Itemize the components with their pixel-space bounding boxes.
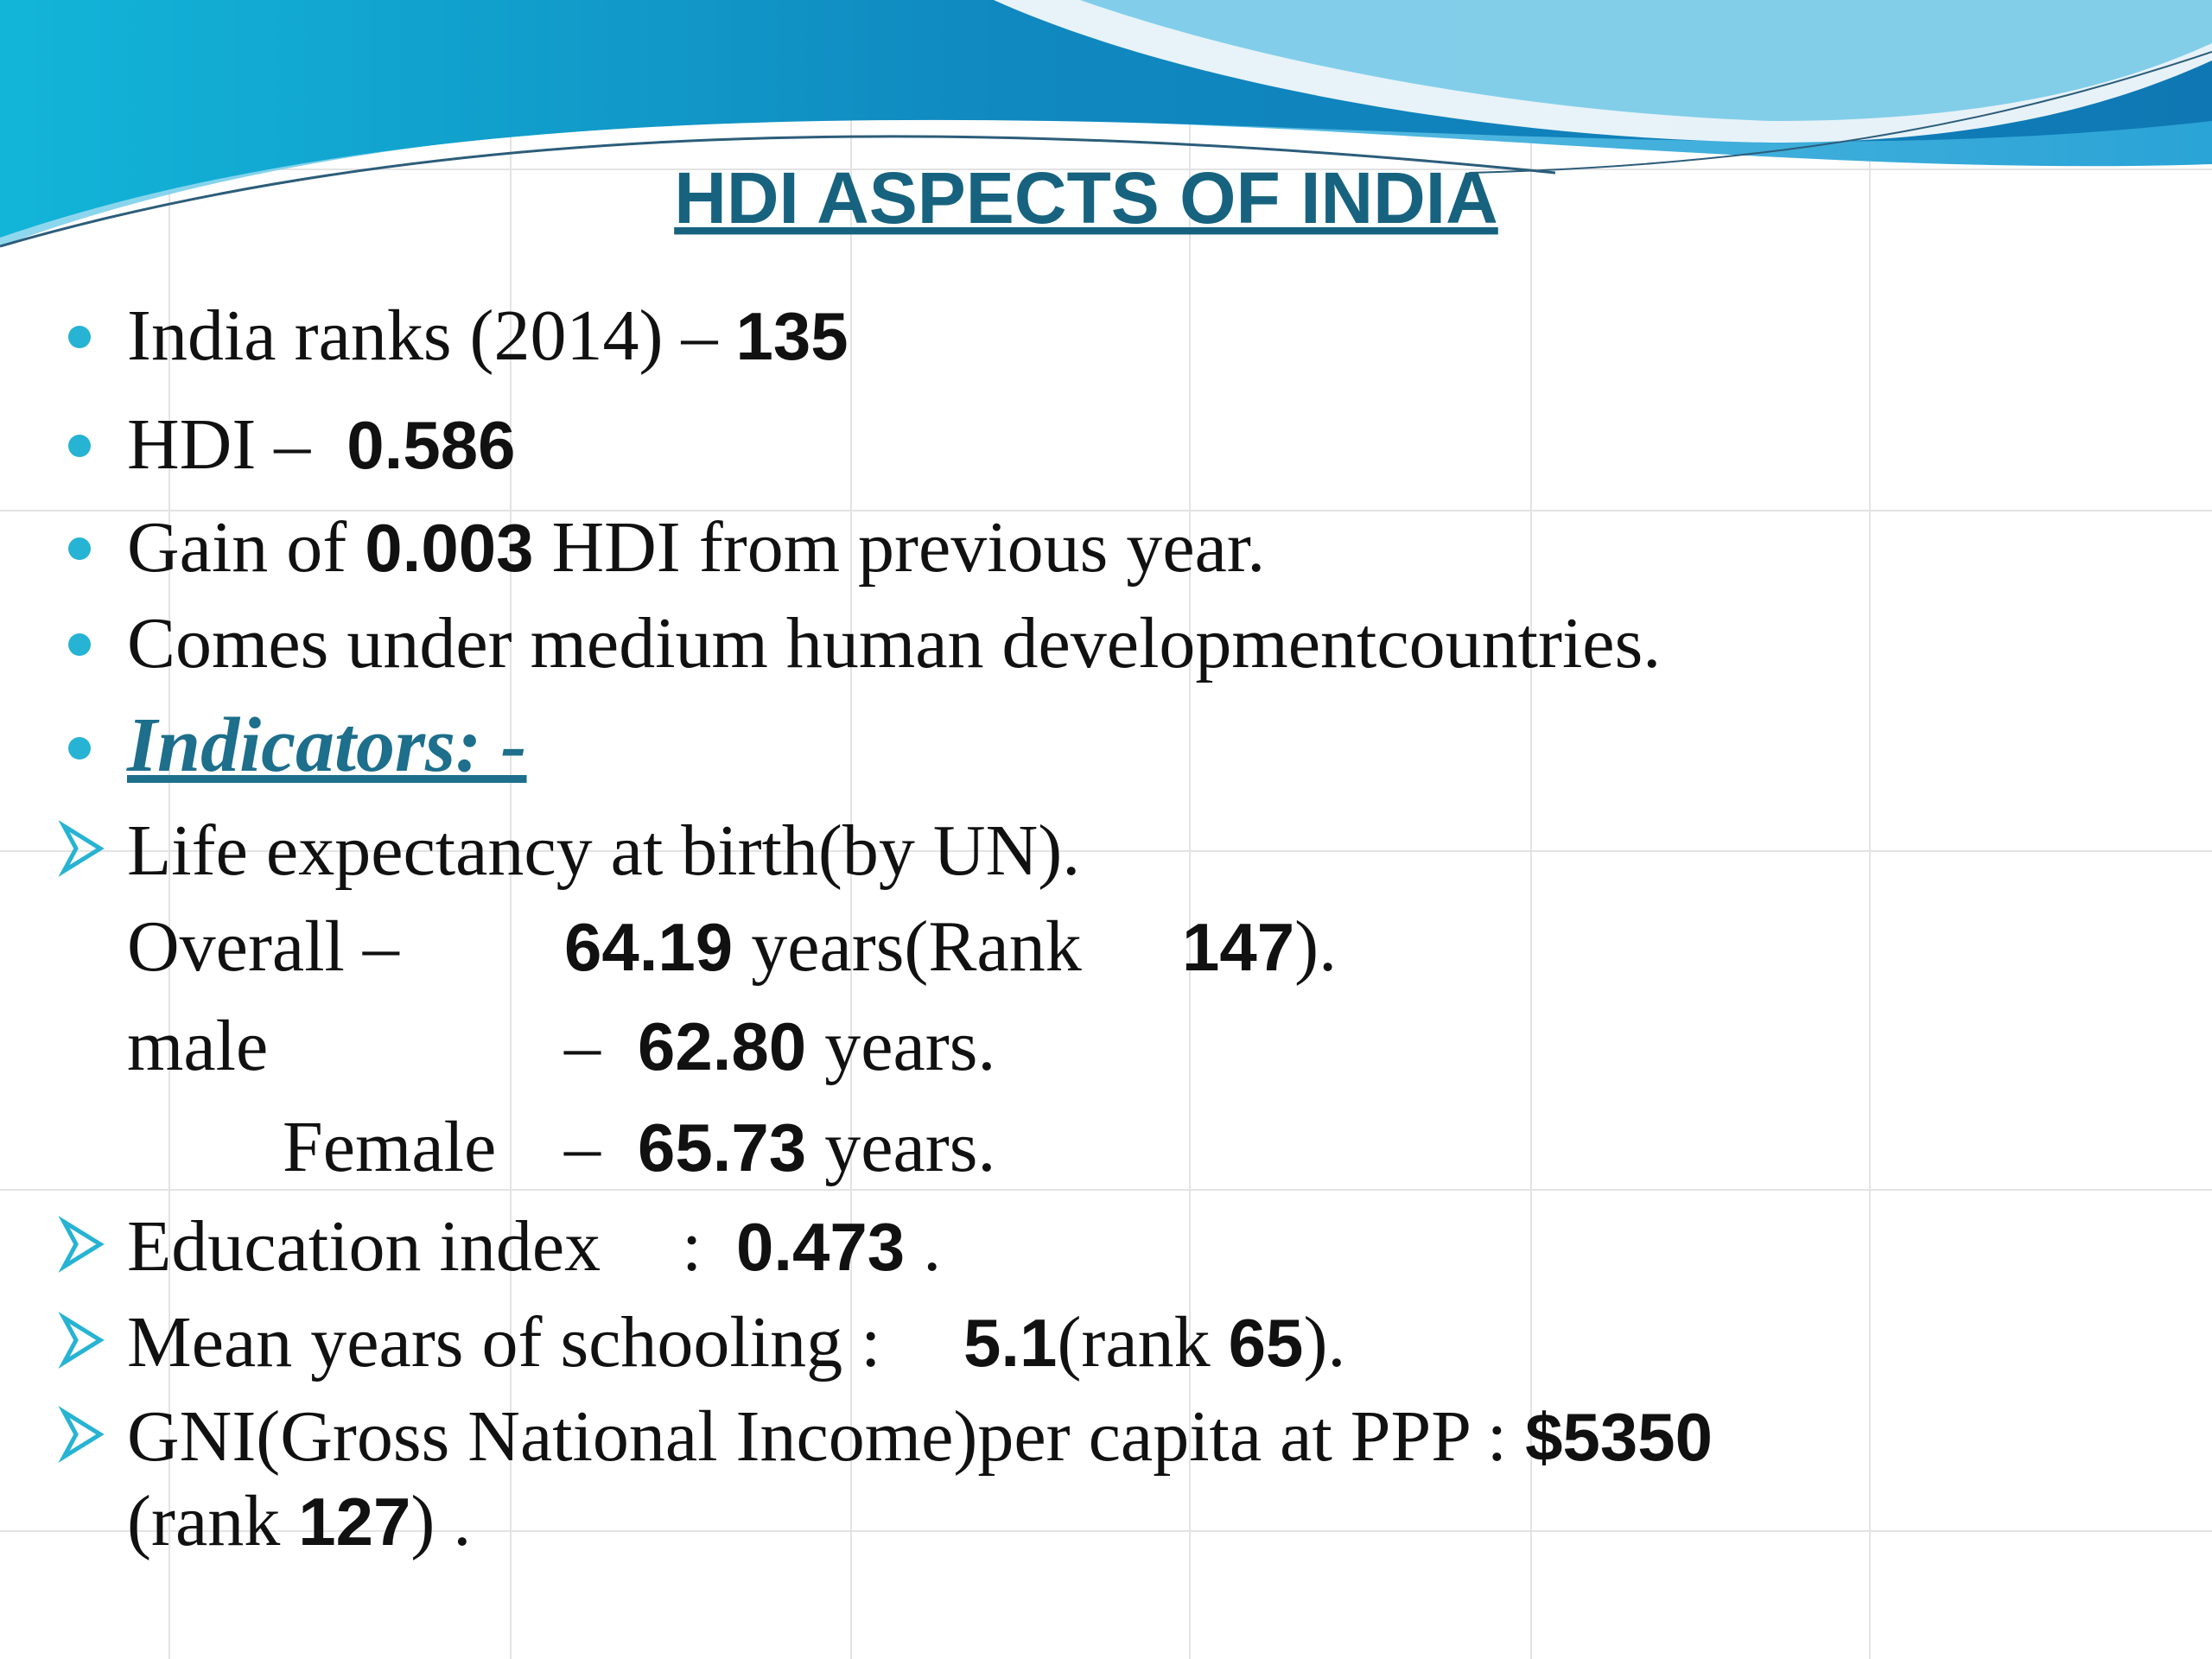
bold-value: 64.19	[564, 909, 733, 985]
text-segment: GNI(Gross National Income)per capita at …	[127, 1396, 1525, 1477]
text-segment: ).	[1294, 906, 1337, 987]
text-segment: India ranks (2014) –	[127, 296, 735, 376]
line-text: India ranks (2014) – 135	[127, 296, 849, 376]
bullet	[68, 737, 91, 760]
line-text: Life expectancy at birth(by UN).	[127, 810, 1080, 891]
text-segment: HDI from previous year.	[533, 507, 1265, 588]
text-segment: Life expectancy at birth(by UN).	[127, 810, 1080, 891]
bold-value: 0.003	[365, 510, 533, 586]
line-text: Overall – 64.19 years(Rank 147).	[127, 906, 1337, 987]
text-segment: years.	[806, 1006, 995, 1086]
line-text: Comes under medium human developmentcoun…	[127, 603, 1661, 683]
text-segment: Education index	[127, 1206, 601, 1287]
text-segment: Overall –	[127, 906, 400, 987]
text-segment: years(Rank	[733, 906, 1082, 987]
text-segment: (rank	[1057, 1302, 1228, 1382]
header-wave	[0, 0, 2212, 248]
bullet	[68, 633, 91, 656]
line-text: Education index:0.473 .	[127, 1206, 941, 1287]
line-text: Gain of 0.003 HDI from previous year.	[127, 507, 1265, 588]
bold-value: 0.473	[736, 1209, 905, 1285]
text-segment: Comes under medium human developmentcoun…	[127, 603, 1661, 683]
text-segment: ).	[1303, 1302, 1345, 1382]
text-segment: –	[563, 1107, 601, 1187]
line-text: Mean years of schooling : 5.1(rank 65).	[127, 1302, 1345, 1382]
bold-value: 0.586	[346, 407, 515, 483]
text-segment: HDI –	[127, 404, 346, 485]
text-segment: Mean years of schooling :	[127, 1302, 880, 1382]
text-segment: .	[905, 1206, 941, 1287]
bold-value: 127	[298, 1484, 410, 1560]
line-text: Indicators: -	[126, 702, 527, 788]
arrow-bullet	[58, 1311, 105, 1370]
bold-value: 65	[1229, 1305, 1304, 1381]
bullet	[68, 537, 91, 560]
text-segment: Indicators: -	[126, 702, 527, 788]
text-segment: :	[682, 1206, 702, 1287]
line-text: HDI – 0.586	[127, 404, 516, 485]
bold-value: 135	[735, 298, 848, 374]
bold-value: 65.73	[638, 1109, 806, 1185]
arrow-bullet	[58, 819, 105, 878]
bold-value: 147	[1182, 909, 1294, 985]
bullet	[68, 435, 91, 457]
text-segment: Gain of	[127, 507, 365, 588]
line-text: GNI(Gross National Income)per capita at …	[127, 1396, 1713, 1477]
bold-value: 62.80	[638, 1008, 806, 1084]
bullet	[68, 326, 91, 348]
text-segment: (rank	[127, 1481, 298, 1561]
line-text: (rank 127) .	[127, 1481, 471, 1561]
bold-value: $5350	[1525, 1399, 1713, 1475]
line-text: male –62.80 years.	[127, 1006, 995, 1086]
line-text: Female –65.73 years.	[283, 1107, 995, 1187]
text-segment: ) .	[410, 1481, 471, 1561]
text-segment: Female	[283, 1107, 496, 1187]
arrow-bullet	[58, 1215, 105, 1274]
text-segment: –	[563, 1006, 601, 1086]
bold-value: 5.1	[963, 1305, 1057, 1381]
slide-title: HDI ASPECTS OF INDIA	[674, 157, 1498, 238]
text-segment: male	[127, 1006, 268, 1086]
text-segment: years.	[806, 1107, 995, 1187]
arrow-bullet	[58, 1405, 105, 1464]
